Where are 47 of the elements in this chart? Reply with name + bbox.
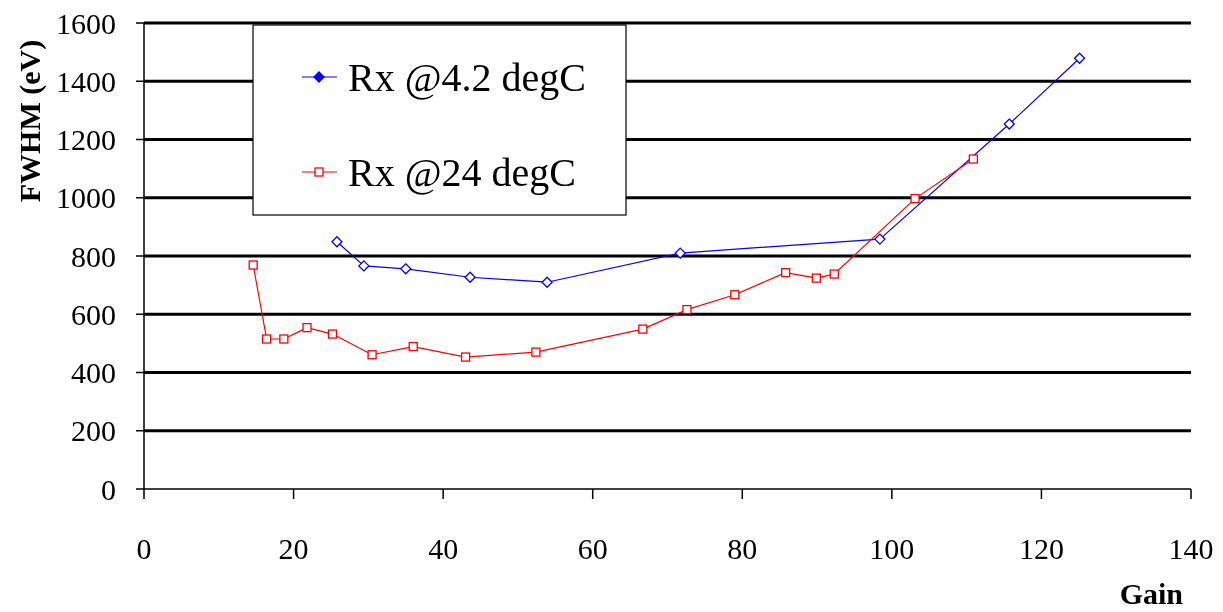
point <box>638 324 648 334</box>
x-tick-label: 80 <box>727 532 758 565</box>
point <box>874 233 886 245</box>
point <box>358 260 370 272</box>
x-tick-label: 20 <box>278 532 309 565</box>
point <box>968 154 979 164</box>
x-tick-label: 100 <box>869 532 915 565</box>
point <box>1073 52 1086 64</box>
point <box>327 329 338 339</box>
x-axis-title: Gain <box>1119 577 1184 610</box>
legend-label: Rx @4.2 degC <box>348 55 586 100</box>
legend-label: Rx @24 degC <box>348 150 576 195</box>
x-tick-label: 140 <box>1168 532 1214 565</box>
y-tick-label: 1600 <box>56 6 116 40</box>
point <box>730 290 740 300</box>
y-tick-label: 800 <box>71 239 116 273</box>
point <box>910 193 920 204</box>
x-tick-label: 60 <box>577 532 608 565</box>
point <box>262 334 272 344</box>
y-tick-label: 600 <box>71 297 116 331</box>
y-tick-label: 1400 <box>56 64 116 98</box>
point <box>829 269 839 279</box>
point <box>460 352 471 362</box>
y-tick-label: 200 <box>71 414 116 448</box>
x-tick-label: 0 <box>136 532 152 565</box>
point <box>682 304 692 315</box>
x-tick-label: 40 <box>428 532 459 565</box>
point <box>674 247 686 259</box>
y-tick-label: 1200 <box>56 123 116 156</box>
point <box>248 260 258 270</box>
point <box>1003 118 1015 130</box>
point <box>400 263 412 275</box>
y-tick-label: 1000 <box>56 181 116 215</box>
point <box>331 236 343 248</box>
point <box>302 323 312 333</box>
y-tick-label: 0 <box>101 472 116 506</box>
point <box>279 334 289 344</box>
y-axis-title: FWHM (eV) <box>13 39 47 203</box>
point <box>464 271 476 283</box>
y-tick-label: 400 <box>71 356 116 389</box>
point <box>781 267 791 278</box>
point <box>531 347 541 357</box>
point <box>367 350 377 360</box>
point <box>541 276 553 288</box>
point <box>408 341 418 352</box>
x-tick-label: 120 <box>1018 532 1064 565</box>
point <box>811 273 821 283</box>
